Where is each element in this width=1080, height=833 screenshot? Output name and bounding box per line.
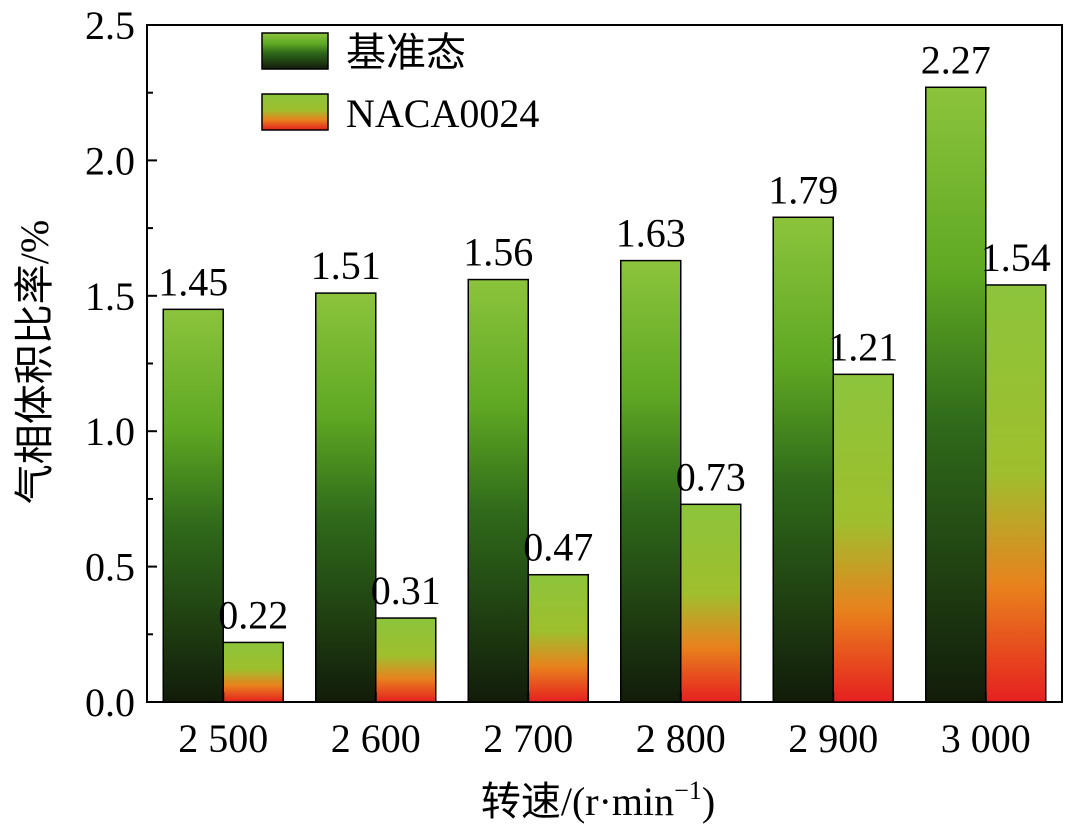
y-tick-label: 0.5 <box>85 545 135 590</box>
y-tick-label: 2.0 <box>85 138 135 183</box>
x-axis-title-main: 转速/(r·min <box>481 779 674 824</box>
bar-base <box>772 216 834 703</box>
bar-naca <box>985 284 1047 703</box>
legend-swatch-base <box>261 32 329 70</box>
plot-area: 0.0 0.5 1.0 1.5 2.0 2.5 1.45 0.22 2 500 1.51 0.31 2… <box>85 3 1063 761</box>
legend-label-base: 基准态 <box>346 30 466 75</box>
bar-naca <box>375 617 437 703</box>
bar-base-label: 1.45 <box>158 259 228 304</box>
bar-base-label: 1.51 <box>311 243 381 288</box>
legend: 基准态 NACA0024 <box>261 30 539 136</box>
bar-naca <box>527 573 589 703</box>
x-tick-label: 2 700 <box>483 716 573 761</box>
y-tick-label: 0.0 <box>85 680 135 725</box>
bar-base <box>925 86 987 703</box>
legend-swatch-naca <box>261 93 329 131</box>
bar-base <box>620 259 682 703</box>
bar-naca-label: 0.22 <box>218 592 288 637</box>
x-axis-title-superscript: −1 <box>674 776 702 805</box>
y-axis-title: 气相体积比率/% <box>12 220 57 504</box>
y-tick-label: 2.5 <box>85 3 135 48</box>
x-axis-title-close: ) <box>702 779 715 824</box>
legend-label-naca: NACA0024 <box>346 91 539 136</box>
bar-naca-label: 0.73 <box>676 454 746 499</box>
bar-naca-label: 1.54 <box>981 235 1051 280</box>
bar-naca-label: 0.47 <box>523 525 593 570</box>
bar-base-label: 1.56 <box>463 230 533 275</box>
bar-naca <box>832 373 894 703</box>
bar-naca-label: 0.31 <box>371 568 441 613</box>
bar-naca-label: 1.21 <box>828 324 898 369</box>
bar-base <box>467 278 529 703</box>
bar-base-label: 2.27 <box>921 37 991 82</box>
bar-base-label: 1.63 <box>616 211 686 256</box>
bar-base-label: 1.79 <box>768 167 838 212</box>
x-axis-title: 转速/(r·min−1) <box>481 776 715 824</box>
bar-naca <box>680 503 742 703</box>
x-tick-label: 2 800 <box>636 716 726 761</box>
x-tick-label: 2 900 <box>788 716 878 761</box>
x-tick-label: 3 000 <box>941 716 1031 761</box>
y-tick-label: 1.5 <box>85 274 135 319</box>
y-tick-label: 1.0 <box>85 409 135 454</box>
bar-naca <box>222 641 284 703</box>
x-tick-label: 2 600 <box>331 716 421 761</box>
x-tick-label: 2 500 <box>178 716 268 761</box>
bar-base <box>315 292 377 703</box>
bar-base <box>162 308 224 703</box>
